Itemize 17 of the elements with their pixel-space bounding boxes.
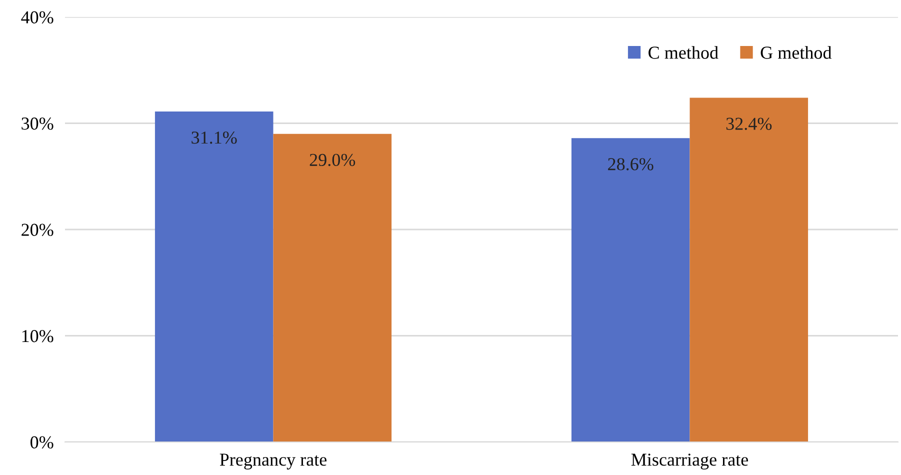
y-tick-label: 0%: [30, 436, 54, 448]
bar: [690, 98, 808, 442]
data-label: 32.4%: [726, 118, 772, 130]
x-tick-label: Miscarriage rate: [631, 454, 748, 470]
x-tick-label: Pregnancy rate: [220, 454, 327, 470]
bar: [571, 138, 690, 442]
data-label: 29.0%: [310, 154, 356, 166]
y-tick-label: 30%: [22, 118, 54, 130]
y-tick-label: 20%: [22, 224, 54, 236]
legend-label: C method: [648, 46, 718, 59]
y-tick-label: 10%: [22, 330, 54, 342]
bar: [154, 112, 274, 442]
legend-label: G method: [760, 46, 832, 59]
bar: [273, 134, 392, 442]
data-label: 28.6%: [608, 158, 654, 170]
y-tick-label: 40%: [21, 11, 54, 24]
data-label: 31.1%: [192, 132, 237, 144]
